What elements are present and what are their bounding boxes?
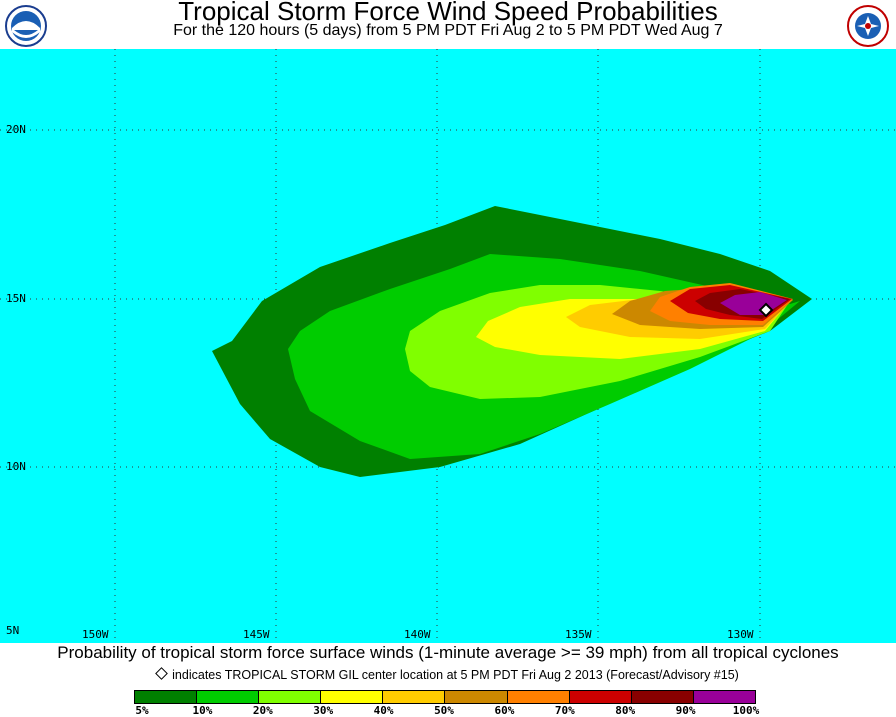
lat-label-10n: 10N <box>6 460 26 473</box>
scale-label: 50% <box>434 704 454 717</box>
scale-swatch <box>197 691 260 703</box>
nws-logo <box>847 5 889 47</box>
noaa-logo <box>5 5 47 47</box>
probability-contours <box>212 206 812 477</box>
scale-label: 100% <box>732 704 760 717</box>
legend-note-text: indicates TROPICAL STORM GIL center loca… <box>172 668 739 682</box>
lat-label-5n: 5N <box>6 624 20 637</box>
scale-label: 20% <box>252 704 273 717</box>
scale-label: 90% <box>675 704 696 717</box>
lat-label-15n: 15N <box>6 292 26 305</box>
storm-center-marker <box>758 302 774 318</box>
scale-label: 10% <box>192 704 213 717</box>
scale-swatch <box>507 691 570 703</box>
lon-label-130w: 130W <box>727 628 754 641</box>
scale-swatch <box>693 691 755 703</box>
scale-swatch <box>259 691 322 703</box>
legend-note: indicates TROPICAL STORM GIL center loca… <box>0 667 896 682</box>
chart-title: Tropical Storm Force Wind Speed Probabil… <box>178 0 718 26</box>
scale-swatch <box>631 691 694 703</box>
map-caption: Probability of tropical storm force surf… <box>57 643 839 662</box>
lat-label-20n: 20N <box>6 123 26 136</box>
lon-label-150w: 150W <box>82 628 109 641</box>
scale-label: 80% <box>615 704 636 717</box>
chart-subtitle: For the 120 hours (5 days) from 5 PM PDT… <box>173 22 723 39</box>
lon-label-145w: 145W <box>243 628 270 641</box>
scale-label: 30% <box>313 704 334 717</box>
diamond-icon <box>155 667 169 680</box>
scale-label: 40% <box>373 704 394 717</box>
scale-swatch <box>321 691 384 703</box>
scale-swatch <box>135 691 198 703</box>
lon-label-135w: 135W <box>565 628 592 641</box>
scale-swatch <box>569 691 632 703</box>
probability-color-scale <box>134 690 756 704</box>
scale-label: 60% <box>494 704 515 717</box>
scale-label: 5% <box>135 704 149 717</box>
lon-label-140w: 140W <box>404 628 431 641</box>
scale-swatch <box>383 691 446 703</box>
probability-map: 20N 15N 10N 5N 150W 145W 140W 135W 130W <box>0 49 896 643</box>
scale-label: 70% <box>554 704 575 717</box>
scale-swatch <box>445 691 508 703</box>
